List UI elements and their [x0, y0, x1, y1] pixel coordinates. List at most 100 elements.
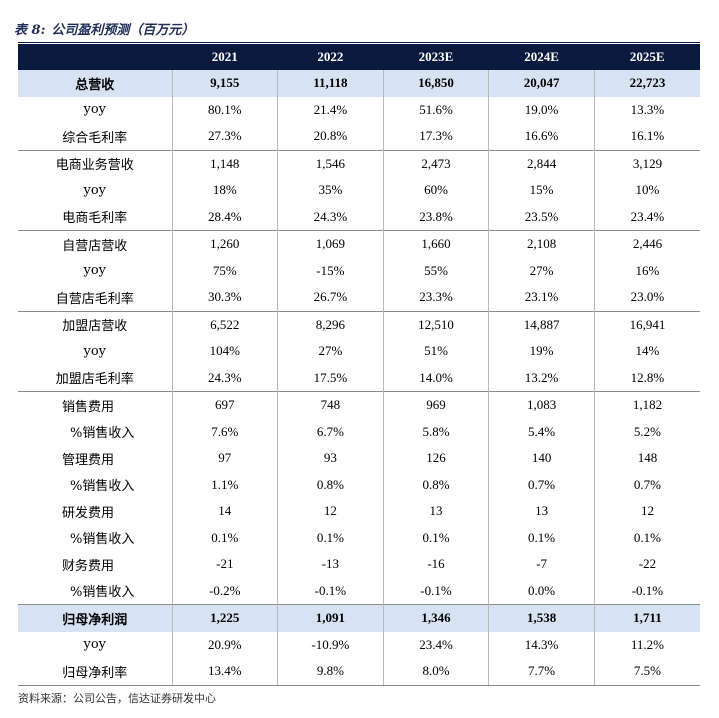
row-value-cell: -0.2% — [172, 577, 279, 605]
row-value-cell: 697 — [172, 391, 279, 419]
table-header-row: 2021 2022 2023E 2024E 2025E — [18, 44, 700, 70]
source-note: 资料来源：公司公告，信达证券研发中心 — [18, 692, 216, 705]
row-label: yoy — [18, 631, 173, 658]
row-value-cell: 969 — [383, 391, 490, 419]
row-value-cell: 9.8% — [277, 658, 384, 686]
row-value-cell: 12 — [640, 503, 654, 519]
row-value-cell: 16% — [635, 262, 660, 278]
row-value-cell: 0.0% — [488, 577, 595, 605]
row-value-cell: 93 — [277, 445, 384, 472]
forecast-table-container: 2021 2022 2023E 2024E 2025E 总营收 9,155 11,1… — [18, 44, 700, 686]
table-row: %销售收入 -0.2% -0.1% -0.1% 0.0% -0.1% — [18, 577, 700, 605]
row-label: 归母净利率 — [18, 658, 173, 686]
row-label: %销售收入 — [18, 471, 173, 498]
row-value-cell: 75% — [172, 257, 279, 284]
row-value-cell: 11.2% — [630, 636, 664, 652]
row-value-cell: 14% — [635, 343, 660, 359]
table-row: %销售收入 1.1% 0.8% 0.8% 0.7% 0.7% — [18, 471, 700, 498]
row-value-cell: -10.9% — [277, 631, 384, 658]
row-value-cell: 60% — [383, 177, 490, 204]
row-value-cell: 1,069 — [277, 230, 384, 258]
row-value-cell: 5.2% — [633, 423, 661, 439]
row-label: 总营收 — [18, 70, 173, 97]
table-row: yoy 104% 27% 51% 19% 14% — [18, 338, 700, 365]
header-cell: 2024E — [488, 44, 595, 70]
row-value-cell: 13.2% — [488, 364, 595, 392]
table-row: 归母净利润 1,225 1,091 1,346 1,538 1,711 — [18, 604, 700, 632]
row-value-cell: 1,346 — [383, 604, 490, 632]
row-value-cell: 16.1% — [630, 128, 665, 144]
row-value-cell: -22 — [638, 556, 657, 572]
row-value-cell: -0.1% — [383, 577, 490, 605]
row-value-cell: 1,091 — [277, 604, 384, 632]
row-value-cell: 13.4% — [172, 658, 279, 686]
row-value-cell: 20.9% — [172, 631, 279, 658]
row-value-cell: 0.1% — [633, 529, 661, 545]
row-label: 研发费用 — [18, 498, 173, 525]
row-value-cell: 30.3% — [172, 284, 279, 311]
row-value-cell: 10% — [635, 182, 660, 198]
row-value-cell: 1,083 — [488, 391, 595, 419]
row-label: 管理费用 — [18, 445, 173, 472]
row-value-cell: 15% — [488, 177, 595, 204]
row-value-cell: 24.3% — [277, 203, 384, 231]
row-value-cell: 13 — [488, 498, 595, 525]
row-value-cell: 748 — [277, 391, 384, 419]
row-value-cell: 23.0% — [630, 289, 665, 305]
table-row: 自营店毛利率 30.3% 26.7% 23.3% 23.1% 23.0% — [18, 284, 700, 311]
row-value-cell: 27% — [277, 338, 384, 365]
row-label: %销售收入 — [18, 418, 173, 445]
row-value-cell: 0.7% — [488, 471, 595, 498]
row-value-cell: -0.1% — [631, 582, 664, 598]
row-label: 销售费用 — [18, 391, 173, 419]
row-value-cell: 9,155 — [172, 70, 279, 97]
header-cell — [18, 44, 172, 70]
header-cell: 2025E — [594, 44, 700, 70]
row-value-cell: 13.3% — [630, 101, 665, 117]
row-value-cell: 23.8% — [383, 203, 490, 231]
row-value-cell: 6.7% — [277, 418, 384, 445]
row-value-cell: 12.8% — [630, 369, 665, 385]
row-value-cell: 14 — [172, 498, 279, 525]
row-value-cell: 12,510 — [383, 310, 490, 338]
row-label: yoy — [18, 177, 173, 204]
row-value-cell: 3,129 — [594, 149, 700, 177]
table-row: %销售收入 7.6% 6.7% 5.8% 5.4% 5.2% — [18, 418, 700, 445]
row-label: 电商业务营收 — [18, 149, 173, 177]
row-value-cell: 0.1% — [383, 524, 490, 551]
row-label: yoy — [18, 338, 173, 365]
table-row: 管理费用 97 93 126 140 148 — [18, 445, 700, 472]
row-value-cell: 23.5% — [488, 203, 595, 231]
table-row: yoy 20.9% -10.9% 23.4% 14.3% 11.2% — [18, 631, 700, 658]
row-value-cell: 97 — [172, 445, 279, 472]
row-value-cell: 8,296 — [277, 310, 384, 338]
table-row: %销售收入 0.1% 0.1% 0.1% 0.1% 0.1% — [18, 524, 700, 551]
table-row: 加盟店毛利率 24.3% 17.5% 14.0% 13.2% 12.8% — [18, 364, 700, 392]
row-value-cell: 1,711 — [594, 604, 700, 632]
table-row: 研发费用 14 12 13 13 12 — [18, 498, 700, 525]
row-value-cell: 5.8% — [383, 418, 490, 445]
row-value-cell: 14.3% — [488, 631, 595, 658]
row-value-cell: 16,850 — [383, 70, 490, 97]
row-label: 加盟店毛利率 — [18, 364, 173, 392]
row-value-cell: 16.6% — [488, 123, 595, 150]
row-value-cell: 19% — [488, 338, 595, 365]
row-value-cell: 27% — [488, 257, 595, 284]
row-value-cell: 23.4% — [383, 631, 490, 658]
row-value-cell: 1,538 — [488, 604, 595, 632]
header-cell: 2021 — [172, 44, 278, 70]
row-value-cell: 12 — [277, 498, 384, 525]
table-row: 加盟店营收 6,522 8,296 12,510 14,887 16,941 — [18, 310, 700, 338]
row-value-cell: 0.1% — [488, 524, 595, 551]
row-value-cell: 17.5% — [277, 364, 384, 392]
row-value-cell: 1,546 — [277, 149, 384, 177]
row-value-cell: 13 — [383, 498, 490, 525]
row-value-cell: 0.7% — [633, 476, 661, 492]
row-value-cell: 1,225 — [172, 604, 279, 632]
row-value-cell: 51% — [383, 338, 490, 365]
row-value-cell: -21 — [172, 551, 279, 578]
row-value-cell: 22,723 — [594, 70, 700, 97]
row-label: %销售收入 — [18, 524, 173, 551]
row-label: 归母净利润 — [18, 604, 173, 632]
row-value-cell: 20.8% — [277, 123, 384, 150]
